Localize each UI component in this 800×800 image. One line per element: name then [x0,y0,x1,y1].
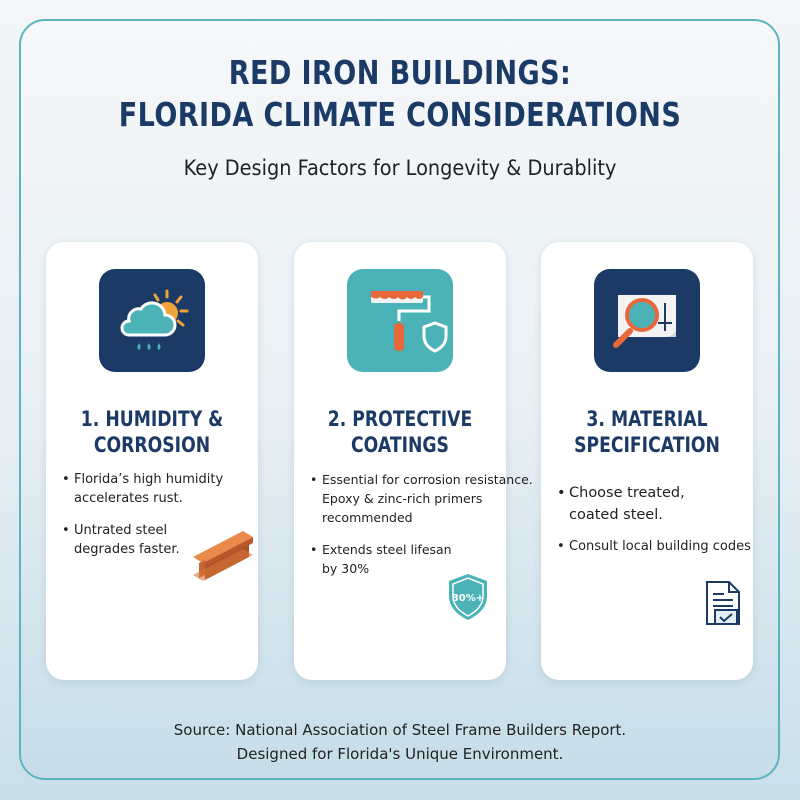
paint-roller-shield-icon [347,269,453,372]
card-material-specification: 3. MATERIAL SPECIFICATION Choose treated… [541,242,753,680]
footer: Source: National Association of Steel Fr… [0,718,800,766]
bullet-item: Consult local building codes [557,536,763,558]
bullet-item: Choose treated, coated steel. [557,482,763,526]
bullet-list: Florida’s high humidity accelerates rust… [62,470,252,572]
shield-badge-icon: 30%+ [446,572,490,622]
steel-i-beam-icon [191,527,256,582]
card-title-line-2: SPECIFICATION [574,433,720,457]
bullet-item: Essential for corrosion resistance. Epox… [310,470,546,527]
svg-text:30%+: 30%+ [452,593,484,604]
bullet-item: Untrated steel degrades faster. [62,521,252,559]
bullet-list: Essential for corrosion resistance. Epox… [310,470,546,591]
cloud-sun-rain-icon [99,269,205,372]
tagline: Designed for Florida's Unique Environmen… [236,745,564,763]
card-humidity-corrosion: 1. HUMIDITY & CORROSION Florida’s high h… [46,242,258,680]
card-protective-coatings: 2. PROTECTIVE COATINGS Essential for cor… [294,242,533,680]
title-line-1: RED IRON BUILDINGS: [228,53,572,92]
bullet-list: Choose treated, coated steel. Consult lo… [557,482,763,568]
bullet-item: Florida’s high humidity accelerates rust… [62,470,252,508]
card-title: 1. HUMIDITY & CORROSION [65,406,239,458]
card-title: 3. MATERIAL SPECIFICATION [560,406,734,458]
source-note: Source: National Association of Steel Fr… [173,721,627,739]
card-title-line-1: 2. PROTECTIVE [327,407,473,431]
card-title-line-2: CORROSION [93,433,211,457]
bullet-item: Extends steel lifesan by 30% [310,540,546,578]
card-title-line-2: COATINGS [351,433,449,457]
page-title: RED IRON BUILDINGS: FLORIDA CLIMATE CONS… [72,52,728,136]
document-check-icon [704,580,742,626]
card-title-line-1: 1. HUMIDITY & [80,407,224,431]
magnifier-blueprint-icon [594,269,700,372]
page-subtitle: Key Design Factors for Longevity & Durab… [183,156,617,180]
card-title-line-1: 3. MATERIAL [586,407,708,431]
title-line-2: FLORIDA CLIMATE CONSIDERATIONS [118,95,682,134]
card-title: 2. PROTECTIVE COATINGS [313,406,487,458]
